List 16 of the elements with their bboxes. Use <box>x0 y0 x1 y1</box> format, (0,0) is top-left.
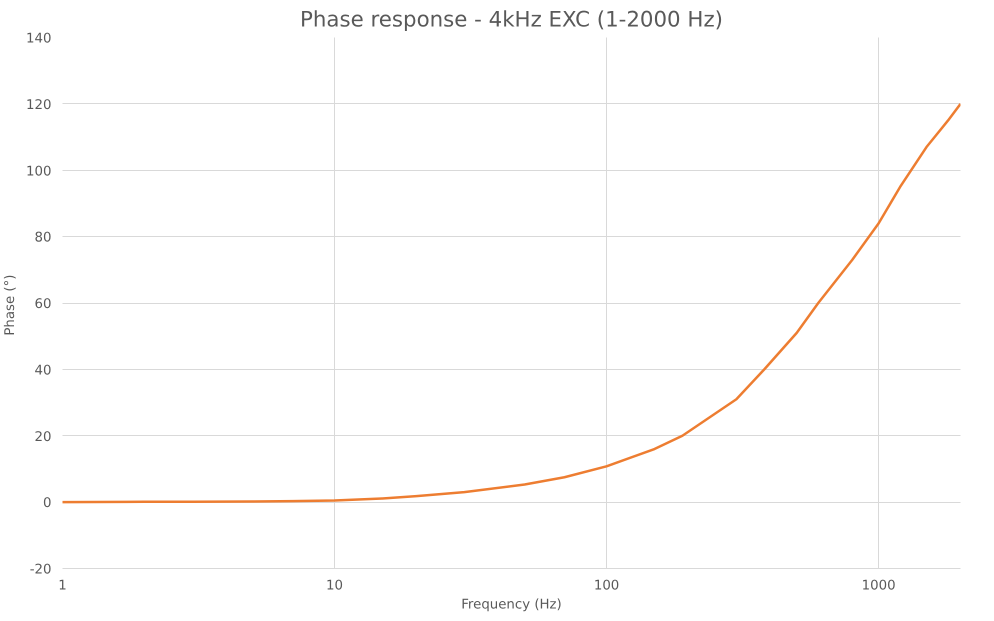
y-tick-label: 120 <box>26 98 52 113</box>
x-tick-label: 1 <box>58 578 67 594</box>
y-tick-label: 60 <box>34 297 52 312</box>
y-axis-title: Phase (°) <box>3 274 18 336</box>
y-tick-label: 40 <box>34 363 52 378</box>
chart-title: Phase response - 4kHz EXC (1-2000 Hz) <box>300 8 723 32</box>
x-tick-label: 1000 <box>862 578 896 594</box>
y-tick-label: 100 <box>26 164 52 180</box>
y-tick-label: 20 <box>34 430 52 445</box>
x-tick-label: 10 <box>326 578 344 594</box>
y-tick-label: 80 <box>34 230 52 246</box>
y-tick-label: 140 <box>26 32 52 46</box>
x-tick-label: 100 <box>594 578 620 594</box>
y-tick-label: -20 <box>30 562 52 578</box>
y-tick-label: 0 <box>43 496 52 512</box>
x-axis-title: Frequency (Hz) <box>461 598 562 612</box>
